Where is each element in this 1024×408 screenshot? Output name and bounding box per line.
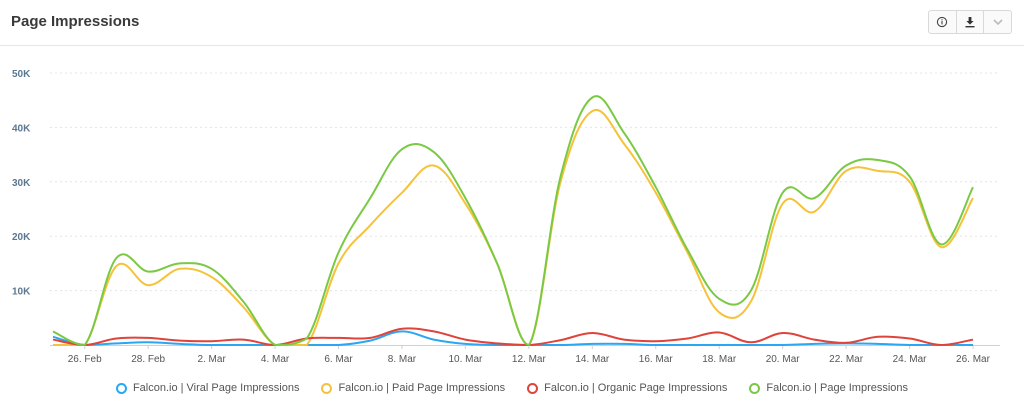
legend-item-viral[interactable]: Falcon.io | Viral Page Impressions xyxy=(115,382,300,394)
legend-marker-icon xyxy=(115,382,127,394)
x-tick-label: 26. Mar xyxy=(956,354,991,365)
line-chart: 10K 20K 30K 40K 50K 26. Feb 28. Feb 2. Mar 4. Ma… xyxy=(12,69,1000,365)
x-tick-label: 16. Mar xyxy=(639,354,674,365)
x-tick-label: 18. Mar xyxy=(702,354,737,365)
legend-item-paid[interactable]: Falcon.io | Paid Page Impressions xyxy=(321,382,505,394)
y-tick-label: 30K xyxy=(12,178,31,189)
x-tick-label: 6. Mar xyxy=(324,354,353,365)
info-button[interactable] xyxy=(929,11,957,33)
x-tick-label: 20. Mar xyxy=(766,354,801,365)
legend-marker-icon xyxy=(527,382,539,394)
dropdown-button[interactable] xyxy=(984,11,1011,33)
x-tick-label: 4. Mar xyxy=(261,354,290,365)
legend-item-organic[interactable]: Falcon.io | Organic Page Impressions xyxy=(527,382,727,394)
x-tick-label: 26. Feb xyxy=(68,354,102,365)
x-tick-label: 22. Mar xyxy=(829,354,864,365)
download-button[interactable] xyxy=(957,11,985,33)
x-tick-label: 28. Feb xyxy=(131,354,165,365)
y-tick-label: 50K xyxy=(12,69,31,80)
info-icon xyxy=(937,16,948,28)
chart-area: 10K 20K 30K 40K 50K 26. Feb 28. Feb 2. Mar 4. Ma… xyxy=(0,46,1024,366)
legend-item-total[interactable]: Falcon.io | Page Impressions xyxy=(749,382,908,394)
y-tick-label: 40K xyxy=(12,123,31,134)
series-line-organic xyxy=(52,327,974,346)
download-icon xyxy=(965,17,975,28)
x-tick-label: 12. Mar xyxy=(512,354,547,365)
x-tick-label: 8. Mar xyxy=(388,354,417,365)
chart-header: Page Impressions xyxy=(0,0,1024,46)
x-tick-label: 10. Mar xyxy=(448,354,483,365)
y-tick-label: 10K xyxy=(12,287,31,298)
series-line-paid xyxy=(53,108,974,346)
chevron-down-icon xyxy=(993,19,1003,26)
legend-label: Falcon.io | Paid Page Impressions xyxy=(338,382,506,394)
legend-label: Falcon.io | Organic Page Impressions xyxy=(544,382,728,394)
page-title: Page Impressions xyxy=(11,13,140,30)
legend-label: Falcon.io | Page Impressions xyxy=(766,382,909,394)
chart-legend: Falcon.io | Viral Page Impressions Falcon… xyxy=(0,378,1024,398)
legend-marker-icon xyxy=(749,382,761,394)
legend-marker-icon xyxy=(321,382,333,394)
x-tick-label: 14. Mar xyxy=(575,354,610,365)
x-tick-label: 24. Mar xyxy=(893,354,928,365)
x-tick-label: 2. Mar xyxy=(197,354,226,365)
y-tick-label: 20K xyxy=(12,232,31,243)
chart-toolbar xyxy=(928,10,1012,34)
series-line-total xyxy=(52,95,974,346)
legend-label: Falcon.io | Viral Page Impressions xyxy=(132,382,300,394)
